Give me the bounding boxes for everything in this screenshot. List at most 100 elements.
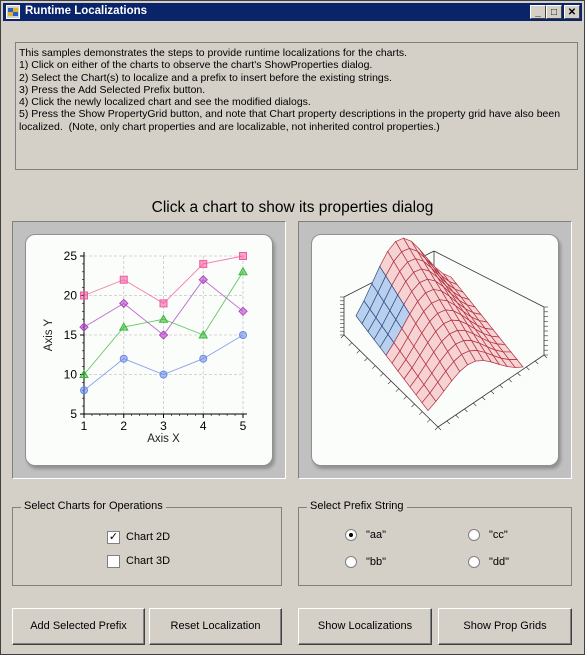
chart-3d-surface[interactable] [311, 234, 559, 466]
data-point [80, 386, 88, 395]
chart-3d-checkbox-row[interactable]: Chart 3D [107, 553, 170, 569]
app-icon [6, 5, 20, 19]
x-axis-label: Axis X [147, 433, 180, 445]
show-prop-grids-button[interactable]: Show Prop Grids [438, 608, 572, 645]
axis-tick [517, 372, 521, 377]
data-point [239, 331, 247, 339]
data-point [198, 329, 209, 339]
maximize-button[interactable]: □ [546, 5, 562, 19]
data-point [239, 252, 247, 260]
data-point [159, 299, 168, 308]
prefix-option-dd[interactable]: "dd" [468, 554, 509, 570]
x-tick-label: 4 [200, 419, 207, 433]
data-point [119, 354, 128, 363]
data-point [238, 266, 248, 276]
instructions-line: 1) Click on either of the charts to obse… [19, 59, 373, 72]
data-point [118, 322, 129, 331]
show-localizations-button[interactable]: Show Localizations [298, 608, 432, 645]
x-tick-label: 1 [81, 419, 88, 433]
data-point [158, 330, 169, 340]
prefix-radio-aa[interactable] [345, 529, 357, 542]
axis-tick [403, 396, 407, 400]
prefix-radio-bb[interactable] [345, 556, 357, 569]
prefix-option-aa[interactable]: "aa" [345, 527, 386, 543]
prefix-label-aa[interactable]: "aa" [366, 529, 387, 542]
y-tick-label: 5 [70, 407, 77, 421]
minimize-button[interactable]: _ [530, 5, 546, 19]
prefix-option-bb[interactable]: "bb" [345, 554, 386, 570]
chart-2d[interactable]: 1 2 3 4 5 5 10 15 20 25 Axis X Axis Y [26, 235, 273, 466]
axis-tick [490, 390, 495, 395]
axis-tick [411, 403, 415, 408]
x-tick-label: 2 [120, 419, 127, 433]
data-point [80, 291, 88, 300]
data-point [79, 369, 89, 378]
chart-2d-panel[interactable]: 1 2 3 4 5 5 10 15 20 25 Axis X Axis Y [12, 221, 286, 479]
axis-tick [473, 402, 477, 407]
axis-tick [437, 426, 442, 431]
frame-edge [433, 250, 545, 308]
add-prefix-button[interactable]: Add Selected Prefix [12, 608, 145, 645]
prefix-group-title: Select Prefix String [307, 500, 407, 512]
axis-tick [499, 384, 504, 389]
data-point [199, 354, 208, 363]
axis-tick [419, 411, 423, 415]
axis-tick [348, 342, 353, 346]
prefix-radio-dd[interactable] [468, 556, 480, 569]
prefix-radio-cc[interactable] [468, 529, 480, 542]
axis-tick [534, 360, 539, 365]
axis-tick [481, 396, 486, 401]
chart-2d-checkbox-row[interactable]: ✓ Chart 2D [107, 529, 170, 545]
data-point [198, 274, 208, 285]
charts-group: Select Charts for Operations ✓ Chart 2D C… [12, 500, 282, 586]
y-tick-label: 25 [64, 249, 78, 263]
axis-tick [455, 414, 459, 419]
prefix-label-cc[interactable]: "cc" [489, 529, 508, 542]
data-point [79, 322, 89, 332]
y-tick-label: 20 [64, 289, 78, 303]
instructions-line: 2) Select the Chart(s) to localize and a… [19, 71, 392, 84]
instructions-line: 4) Click the newly localized chart and s… [19, 96, 311, 109]
axis-tick [508, 378, 512, 383]
axis-tick [526, 366, 530, 371]
axis-tick [379, 373, 384, 377]
close-button[interactable]: ✕ [564, 5, 580, 19]
axis-tick [426, 419, 431, 423]
instructions-line: localized. (Note, only chart properties … [19, 120, 440, 133]
axis-tick [387, 380, 392, 385]
instructions-line: This samples demonstrates the steps to p… [19, 47, 408, 59]
chart-2d-surface[interactable]: 1 2 3 4 5 5 10 15 20 25 Axis X Axis Y [25, 234, 273, 466]
axis-tick [372, 365, 376, 369]
axis-tick [543, 354, 548, 359]
x-tick-label: 5 [240, 419, 247, 433]
data-point [119, 298, 129, 309]
axis-tick [395, 388, 400, 392]
instructions-line: 3) Press the Add Selected Prefix button. [19, 83, 206, 96]
axis-tick [464, 408, 468, 413]
prefix-group: Select Prefix String "aa" "cc" "bb" "dd" [298, 500, 572, 586]
charts-group-title: Select Charts for Operations [21, 500, 166, 512]
y-tick-label: 15 [64, 328, 78, 342]
prefix-label-bb[interactable]: "bb" [366, 556, 387, 569]
prefix-label-dd[interactable]: "dd" [489, 556, 510, 569]
chart-3d-checkbox-label[interactable]: Chart 3D [126, 555, 171, 568]
title-bar[interactable]: Runtime Localizations _ □ ✕ [3, 3, 582, 21]
data-point [199, 259, 208, 268]
chart-3d-checkbox[interactable] [107, 554, 120, 568]
data-point [238, 306, 248, 317]
chart-3d-panel[interactable] [298, 221, 572, 479]
prefix-option-cc[interactable]: "cc" [468, 527, 508, 543]
x-tick-label: 3 [160, 419, 167, 433]
axis-tick [356, 350, 360, 354]
axis-tick [446, 420, 451, 425]
instructions-box: This samples demonstrates the steps to p… [15, 42, 578, 170]
chart-2d-checkbox[interactable]: ✓ [107, 530, 120, 544]
chart-2d-checkbox-label[interactable]: Chart 2D [126, 531, 171, 544]
reset-localization-button[interactable]: Reset Localization [149, 608, 282, 645]
data-point [158, 314, 169, 323]
window-title: Runtime Localizations [25, 5, 148, 17]
chart-3d[interactable] [312, 235, 559, 466]
y-tick-label: 10 [64, 368, 78, 382]
axis-tick [434, 426, 439, 431]
